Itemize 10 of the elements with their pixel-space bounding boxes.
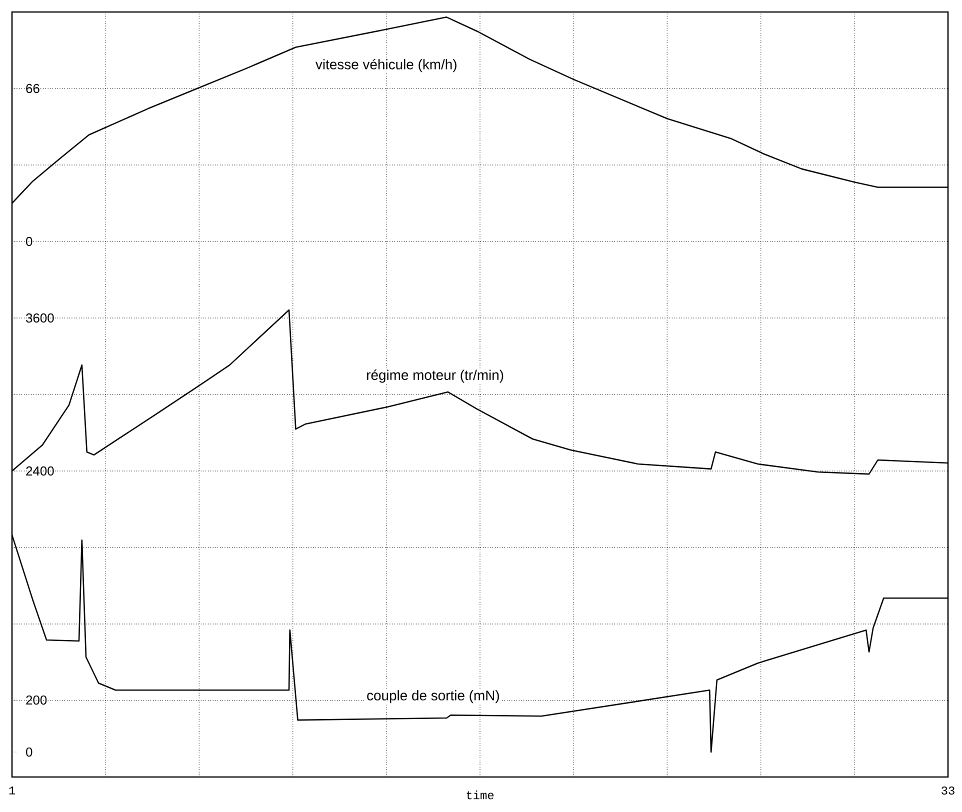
y2-tick-label: 2400 <box>26 466 54 476</box>
series-label: couple de sortie (mN) <box>367 690 499 704</box>
y2-tick-label: 3600 <box>26 313 54 323</box>
x-axis-title: time <box>466 790 494 800</box>
x-tick-label: 33 <box>942 786 954 795</box>
y3-tick-label: 200 <box>26 695 47 705</box>
x-tick-label: 1 <box>9 786 16 794</box>
series-label: vitesse véhicule (km/h) <box>316 58 456 72</box>
y-tick-label: 66 <box>26 84 40 94</box>
series-label: régime moteur (tr/min) <box>367 370 504 383</box>
